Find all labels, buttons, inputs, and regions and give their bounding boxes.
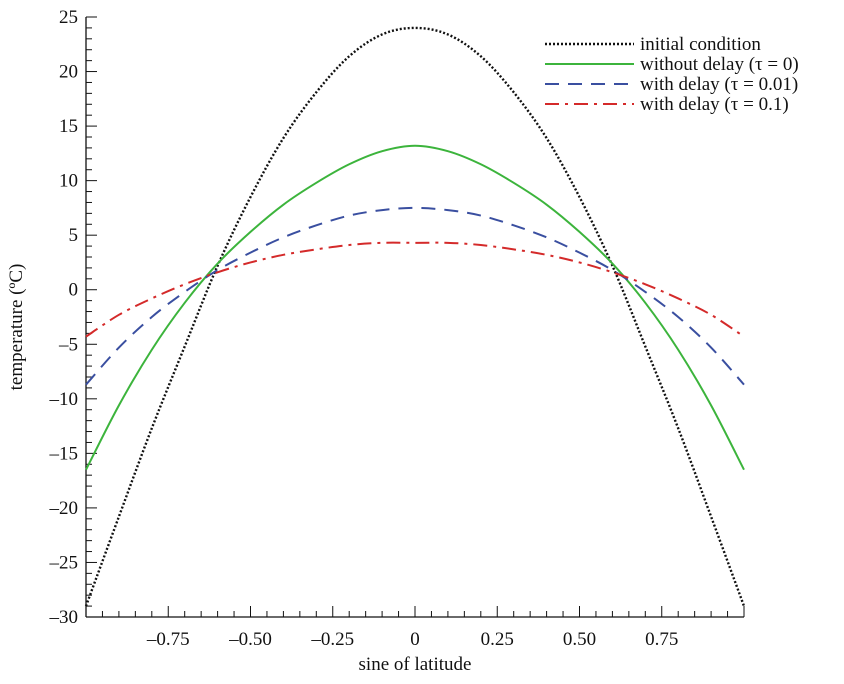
legend-label: initial condition [640, 34, 761, 55]
y-tick-label: 5 [69, 225, 79, 246]
x-tick-label: –0.50 [228, 629, 272, 650]
y-tick-label: –25 [49, 552, 79, 573]
y-tick-label: –20 [49, 498, 79, 519]
y-tick-label: 15 [59, 116, 78, 137]
series-line-delay-0.01 [85, 206, 745, 386]
legend-label: without delay (τ = 0) [640, 54, 799, 75]
legend-label: with delay (τ = 0.1) [640, 94, 789, 115]
series-line-initial-condition [84, 26, 746, 607]
y-axis-title: temperature (ºC) [6, 264, 27, 391]
y-tick-label: 20 [59, 62, 78, 83]
y-tick-label: 10 [59, 171, 78, 192]
x-axis-title: sine of latitude [359, 654, 472, 675]
y-tick-label: –30 [49, 607, 79, 628]
y-tick-label: –10 [49, 389, 79, 410]
y-tick-label: 25 [59, 7, 78, 28]
y-tick-label: 0 [69, 280, 79, 301]
x-tick-label: 0 [410, 629, 420, 650]
x-tick-label: –0.75 [146, 629, 190, 650]
series-layer [84, 26, 746, 607]
x-tick-label: 0.25 [481, 629, 514, 650]
series-line-delay-0.1 [85, 241, 745, 338]
x-tick-label: 0.75 [645, 629, 678, 650]
legend-label: with delay (τ = 0.01) [640, 74, 798, 95]
series-line-without-delay [85, 144, 745, 471]
y-tick-label: –5 [58, 334, 78, 355]
x-tick-label: –0.25 [310, 629, 354, 650]
ticks-layer: –30 –25 –20 –15 –10 –5 0 5 10 15 20 25 –0.75 –0.50 –0.… [49, 7, 745, 650]
x-tick-label: 0.50 [563, 629, 596, 650]
y-tick-label: –15 [49, 443, 79, 464]
